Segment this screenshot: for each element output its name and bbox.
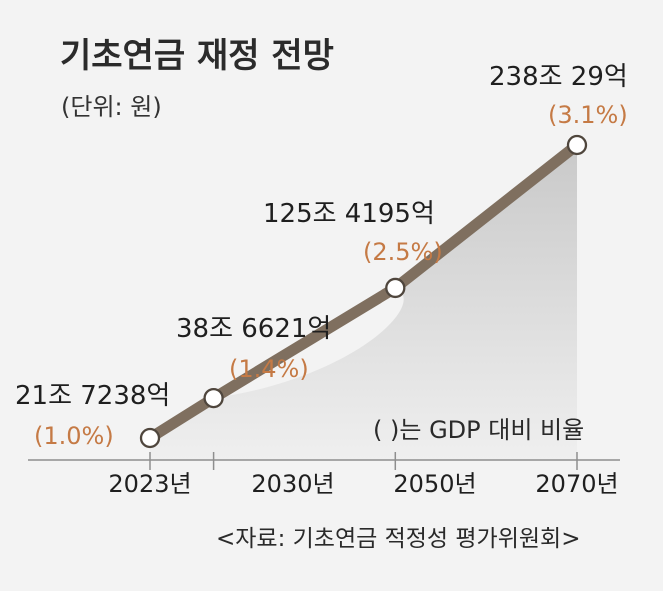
- data-point-2023: [139, 427, 161, 449]
- gdp-ratio-note: ( )는 GDP 대비 비율: [373, 416, 584, 444]
- percent-label-2023: (1.0%): [34, 422, 114, 450]
- data-point-2050: [385, 277, 406, 299]
- x-tick-label-2070: 2070년: [535, 470, 618, 498]
- value-label-2050: 125조 4195억: [263, 199, 435, 229]
- x-tick-label-2050: 2050년: [393, 470, 476, 498]
- series-line: [144, 139, 583, 444]
- percent-label-2030: (1.4%): [229, 355, 309, 383]
- unit-label: (단위: 원): [61, 93, 162, 121]
- page-title: 기초연금 재정 전망: [60, 36, 334, 76]
- value-label-2030: 38조 6621억: [176, 314, 331, 344]
- x-axis-ticks: [149, 452, 578, 470]
- value-label-2070: 238조 29억: [489, 62, 628, 92]
- data-point-2030: [203, 387, 224, 409]
- percent-label-2070: (3.1%): [548, 101, 628, 129]
- x-tick-label-2030: 2030년: [251, 470, 334, 498]
- value-label-2023: 21조 7238억: [15, 381, 170, 411]
- data-point-2070: [566, 134, 588, 156]
- area-fill: [150, 145, 577, 460]
- data-points: [139, 134, 588, 449]
- percent-label-2050: (2.5%): [363, 238, 443, 266]
- x-tick-label-2023: 2023년: [108, 470, 191, 498]
- source-note: <자료: 기초연금 적정성 평가위원회>: [216, 526, 580, 552]
